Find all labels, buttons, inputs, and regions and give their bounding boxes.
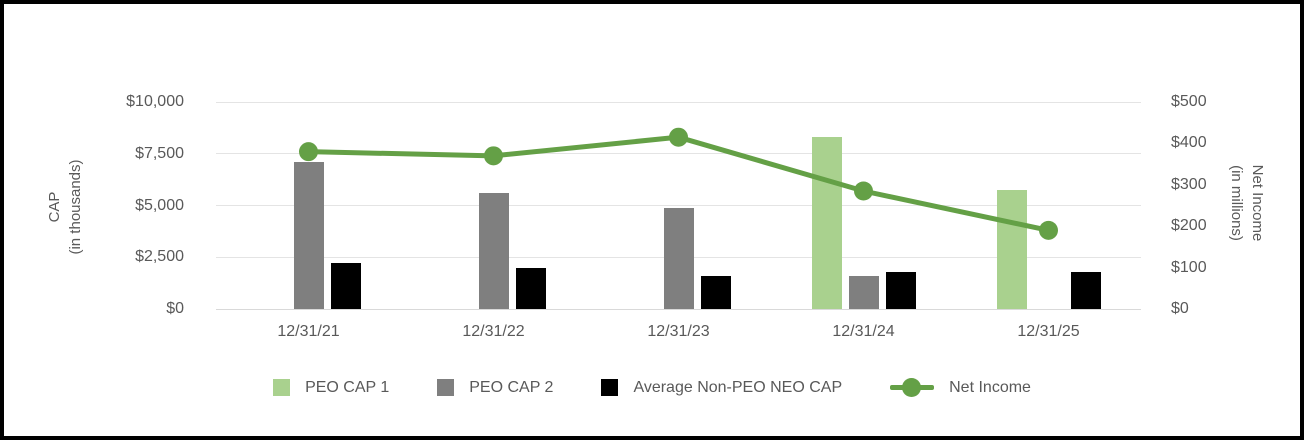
x-axis-tick: 12/31/21 — [277, 323, 340, 340]
right-axis-tick: $400 — [1171, 134, 1207, 152]
legend-line-dot — [902, 378, 922, 397]
legend-swatch-net-income — [890, 378, 935, 397]
right-axis-title: Net Income (in millions) — [1224, 93, 1268, 313]
left-axis-title-line2: (in thousands) — [67, 159, 84, 255]
legend-item-net-income: Net Income — [890, 378, 1031, 397]
marker-net-income-12-31-21 — [299, 142, 318, 162]
bar-average-non-peo-neo-cap-12-31-22 — [515, 267, 546, 309]
right-axis-tick: $300 — [1171, 175, 1207, 193]
x-axis-tick: 12/31/24 — [832, 323, 895, 340]
left-axis-title-line1: CAP — [46, 191, 63, 223]
legend-swatch-peo-cap-1 — [273, 379, 291, 396]
bar-average-non-peo-neo-cap-12-31-24 — [885, 271, 916, 309]
left-axis-tick: $2,500 — [135, 248, 184, 266]
bar-peo-cap-2-12-31-23 — [663, 207, 694, 309]
bar-peo-cap-2-12-31-24 — [848, 275, 879, 309]
legend-item-peo-cap-1: PEO CAP 1 — [273, 379, 389, 397]
legend-label: Average Non-PEO NEO CAP — [633, 378, 843, 396]
left-axis-tick: $7,500 — [135, 144, 184, 162]
right-axis-title-line1: Net Income — [1249, 164, 1266, 242]
legend-swatch-average-non-peo-neo-cap — [601, 379, 619, 396]
net-income-line-layer — [299, 127, 1058, 240]
bar-average-non-peo-neo-cap-12-31-21 — [330, 263, 361, 309]
x-axis-tick: 12/31/25 — [1017, 323, 1080, 340]
right-axis-tick: $500 — [1171, 93, 1207, 110]
x-axis-tick: 12/31/22 — [462, 323, 525, 340]
right-axis-tick: $200 — [1171, 217, 1207, 235]
gridline — [216, 101, 1141, 103]
x-axis-tick: 12/31/23 — [647, 323, 710, 340]
bar-peo-cap-1-12-31-25 — [996, 189, 1027, 309]
legend-label: Net Income — [949, 378, 1031, 396]
marker-net-income-12-31-22 — [484, 146, 503, 166]
marker-net-income-12-31-23 — [669, 127, 688, 147]
legend-label: PEO CAP 1 — [305, 378, 390, 396]
legend-label: PEO CAP 2 — [469, 378, 554, 396]
bar-average-non-peo-neo-cap-12-31-25 — [1070, 271, 1101, 309]
left-axis-tick: $10,000 — [126, 93, 184, 110]
gridline — [216, 153, 1141, 155]
baseline — [216, 308, 1141, 310]
left-axis-tick: $0 — [166, 300, 184, 317]
left-axis-tick: $5,000 — [135, 196, 184, 214]
right-axis-title-line2: (in millions) — [1228, 165, 1245, 241]
legend-item-peo-cap-2: PEO CAP 2 — [437, 379, 553, 397]
bar-peo-cap-1-12-31-24 — [811, 137, 842, 309]
legend-item-average-non-peo-neo-cap: Average Non-PEO NEO CAP — [601, 379, 842, 397]
bar-average-non-peo-neo-cap-12-31-23 — [700, 275, 731, 309]
right-axis-tick: $100 — [1171, 258, 1207, 276]
left-axis-title: CAP (in thousands) — [44, 97, 88, 317]
legend-swatch-peo-cap-2 — [437, 379, 455, 396]
legend: PEO CAP 1 PEO CAP 2 Average Non-PEO NEO CA… — [4, 378, 1300, 397]
bar-peo-cap-2-12-31-22 — [478, 193, 509, 309]
marker-net-income-12-31-24 — [854, 181, 873, 201]
bar-peo-cap-2-12-31-21 — [293, 162, 324, 309]
right-axis-tick: $0 — [1171, 300, 1189, 317]
marker-net-income-12-31-25 — [1039, 220, 1058, 240]
